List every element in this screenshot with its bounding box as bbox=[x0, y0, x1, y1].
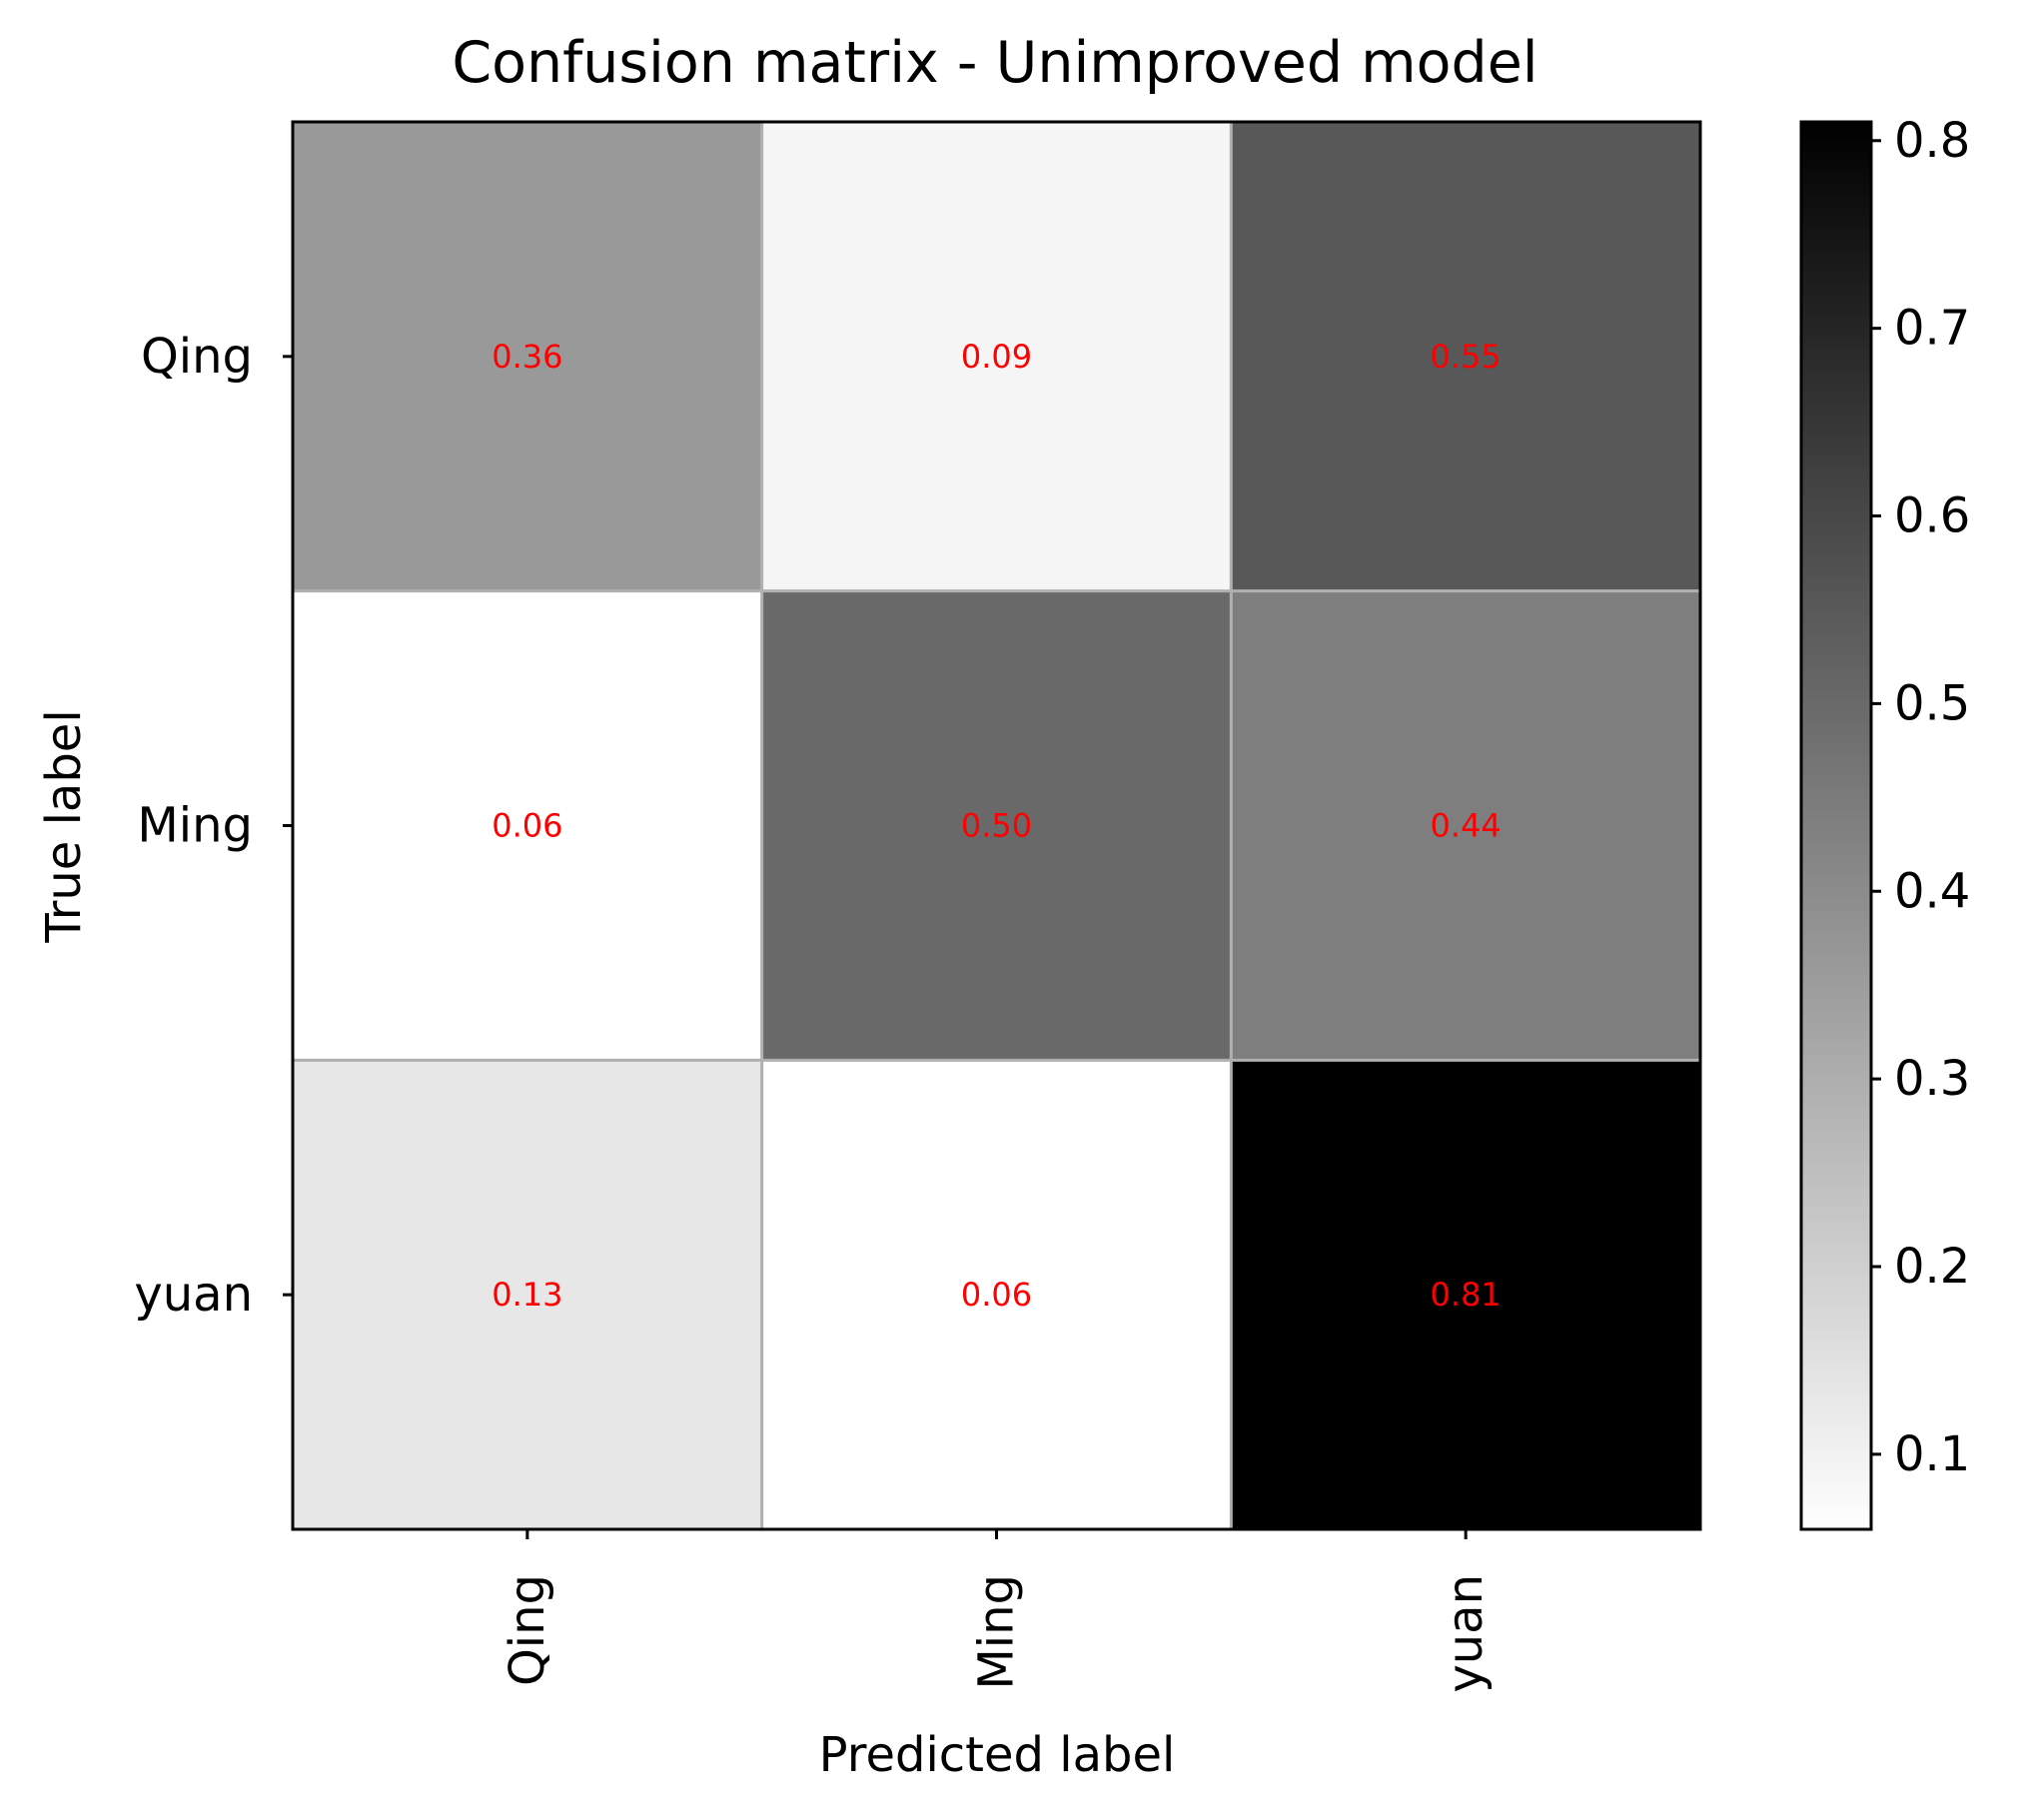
cell-annotations: 0.36 0.09 0.55 0.06 0.50 0.44 0.13 0.06 0.81 bbox=[492, 338, 1502, 1314]
cell-annotation-0-1: 0.09 bbox=[961, 338, 1032, 376]
cell-annotation-2-1: 0.06 bbox=[961, 1276, 1032, 1314]
colorbar-tick-label: 0.6 bbox=[1894, 488, 1970, 544]
colorbar-tick-label: 0.4 bbox=[1894, 863, 1970, 919]
colorbar-tick-label: 0.3 bbox=[1894, 1051, 1970, 1107]
cell-annotation-2-2: 0.81 bbox=[1431, 1276, 1502, 1314]
cell-annotation-1-0: 0.06 bbox=[492, 807, 562, 845]
chart-title: Confusion matrix - Unimproved model bbox=[452, 30, 1537, 96]
cell-annotation-1-2: 0.44 bbox=[1431, 807, 1502, 845]
cell-annotation-1-1: 0.50 bbox=[961, 807, 1032, 845]
heatmap-cell-1-2 bbox=[1231, 590, 1700, 1061]
heatmap-cell-2-2 bbox=[1231, 1060, 1700, 1529]
heatmap-cell-0-0 bbox=[293, 122, 762, 591]
x-tick-label-qing: Qing bbox=[500, 1574, 555, 1686]
x-axis-ticks: Qing Ming yuan bbox=[500, 1529, 1494, 1693]
colorbar-ticks: 0.1 0.2 0.3 0.4 0.5 0.6 0.7 0.8 bbox=[1871, 113, 1970, 1482]
y-tick-label-ming: Ming bbox=[137, 798, 253, 854]
colorbar-tick-label: 0.2 bbox=[1894, 1239, 1970, 1295]
y-tick-label-yuan: yuan bbox=[134, 1267, 253, 1323]
colorbar-tick-label: 0.1 bbox=[1894, 1426, 1970, 1482]
cell-annotation-2-0: 0.13 bbox=[492, 1276, 562, 1314]
colorbar-tick-label: 0.8 bbox=[1894, 113, 1970, 169]
x-tick-label-ming: Ming bbox=[969, 1574, 1025, 1690]
x-tick-label-yuan: yuan bbox=[1438, 1574, 1494, 1693]
heatmap-cells bbox=[293, 122, 1700, 1529]
heatmap-cell-1-1 bbox=[761, 590, 1232, 1061]
y-axis-ticks: Qing Ming yuan bbox=[134, 329, 293, 1323]
heatmap-cell-0-1 bbox=[761, 122, 1232, 591]
x-axis-label: Predicted label bbox=[819, 1727, 1176, 1783]
cell-annotation-0-0: 0.36 bbox=[492, 338, 562, 376]
colorbar-tick-label: 0.5 bbox=[1894, 675, 1970, 731]
heatmap-cell-0-2 bbox=[1231, 122, 1700, 591]
heatmap-cell-1-0 bbox=[293, 590, 762, 1061]
y-axis-label: True label bbox=[36, 709, 92, 943]
colorbar-tick-label: 0.7 bbox=[1894, 301, 1970, 357]
y-tick-label-qing: Qing bbox=[141, 329, 253, 385]
colorbar bbox=[1799, 120, 1873, 1531]
cell-annotation-0-2: 0.55 bbox=[1431, 338, 1502, 376]
heatmap-grid bbox=[293, 122, 1700, 1529]
heatmap-cell-2-1 bbox=[761, 1060, 1232, 1529]
heatmap-cell-2-0 bbox=[293, 1060, 762, 1529]
